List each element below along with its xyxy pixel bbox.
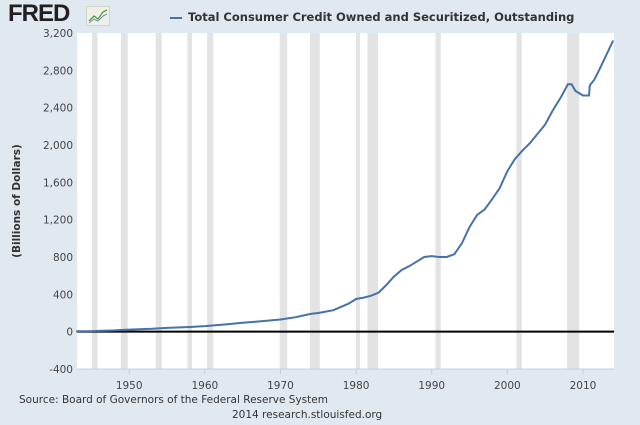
recession-band — [207, 33, 214, 369]
y-tick-label: 2,800 — [43, 65, 73, 77]
logo-text: FRED — [8, 0, 70, 27]
line-chart-icon — [86, 6, 110, 26]
y-tick-label: 1,600 — [43, 177, 73, 189]
series-line — [76, 40, 615, 333]
x-tick-label: 1950 — [116, 380, 143, 392]
x-tick-label: 1980 — [343, 380, 370, 392]
fred-logo[interactable]: FRED — [8, 0, 70, 27]
y-tick-label: 2,400 — [43, 103, 73, 115]
recession-band — [367, 33, 379, 369]
legend-swatch — [170, 16, 182, 19]
recession-band — [567, 33, 580, 369]
x-tick-label: 2010 — [570, 380, 597, 392]
plot-area — [77, 33, 614, 369]
x-tick-label: 1990 — [418, 380, 445, 392]
x-tick-label: 2000 — [494, 380, 521, 392]
y-tick-label: -400 — [49, 364, 73, 376]
legend-label: Total Consumer Credit Owned and Securiti… — [188, 10, 575, 24]
y-tick-label: 1,200 — [43, 215, 73, 227]
x-tick-label: 1970 — [267, 380, 294, 392]
y-tick-label: 2,000 — [43, 140, 73, 152]
y-tick-label: 400 — [53, 289, 73, 301]
recession-band — [187, 33, 192, 369]
recession-band — [516, 33, 522, 369]
recession-band — [356, 33, 360, 369]
recession-band — [155, 33, 162, 369]
recession-band — [120, 33, 128, 369]
recession-band — [92, 33, 98, 369]
y-tick-label: 3,200 — [43, 28, 73, 40]
recession-band — [435, 33, 441, 369]
legend: Total Consumer Credit Owned and Securiti… — [170, 10, 574, 24]
recession-band — [309, 33, 320, 369]
y-axis-label: (Billions of Dollars) — [11, 144, 23, 258]
x-tick-label: 1960 — [191, 380, 218, 392]
recession-band — [279, 33, 288, 369]
source-note: Source: Board of Governors of the Federa… — [19, 394, 328, 406]
credit-link[interactable]: 2014 research.stlouisfed.org — [232, 409, 383, 421]
y-tick-label: 0 — [66, 327, 73, 339]
y-tick-label: 800 — [53, 252, 73, 264]
